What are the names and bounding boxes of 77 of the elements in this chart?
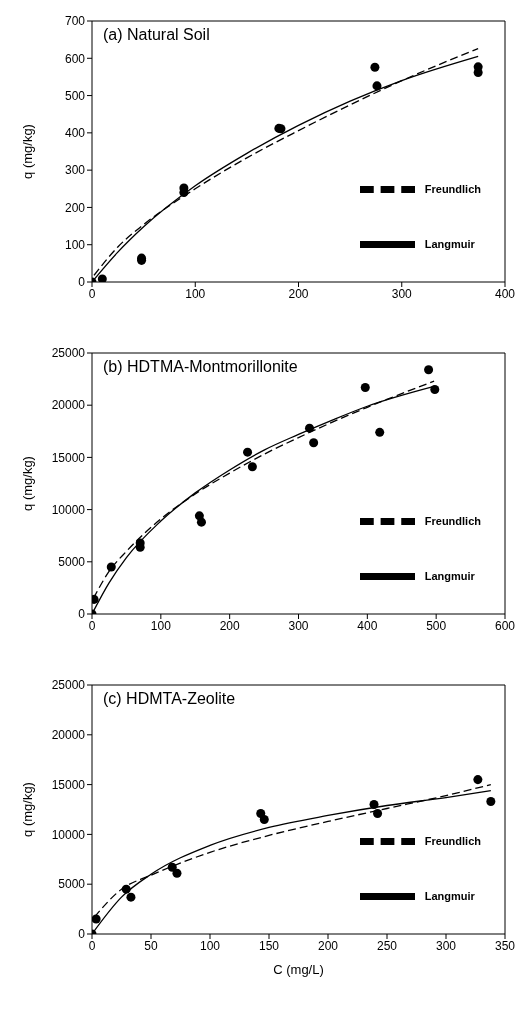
legend-label: Freundlich — [424, 515, 481, 528]
x-tick-label: 300 — [391, 286, 413, 301]
x-tick-label: 0 — [88, 618, 96, 633]
y-tick-label: 10000 — [51, 827, 86, 842]
point — [243, 447, 253, 457]
point — [121, 884, 131, 894]
chart-title: (a) Natural Soil — [103, 26, 210, 44]
point — [473, 775, 483, 785]
x-tick-label: 100 — [199, 938, 221, 953]
point — [247, 462, 257, 472]
x-tick-label: 150 — [258, 938, 280, 953]
y-tick-label: 15000 — [51, 777, 86, 792]
x-tick-label: 0 — [88, 286, 96, 301]
y-tick-label: 700 — [64, 14, 86, 29]
point — [305, 423, 315, 433]
y-tick-label: 0 — [78, 275, 86, 290]
y-tick-label: 25000 — [51, 678, 86, 693]
y-tick-label: 400 — [64, 126, 86, 141]
x-axis-title: C (mg/L) — [273, 962, 324, 977]
point — [106, 562, 116, 572]
x-tick-label: 200 — [317, 938, 339, 953]
x-tick-label: 300 — [288, 618, 309, 633]
point — [97, 274, 107, 282]
y-tick-label: 5000 — [58, 877, 86, 892]
point — [126, 892, 136, 902]
x-tick-label: 500 — [426, 618, 447, 633]
x-tick-label: 350 — [494, 938, 516, 953]
y-tick-label: 10000 — [51, 502, 86, 517]
legend-label: Freundlich — [424, 835, 481, 848]
y-tick-label: 15000 — [51, 450, 86, 465]
x-tick-label: 300 — [435, 938, 457, 953]
y-tick-label: 0 — [78, 607, 86, 622]
x-tick-label: 200 — [219, 618, 240, 633]
point — [430, 385, 440, 395]
point — [486, 797, 496, 807]
y-axis-title: q (mg/kg) — [19, 782, 35, 837]
x-tick-label: 400 — [357, 618, 378, 633]
y-axis-title: q (mg/kg) — [19, 456, 35, 511]
y-tick-label: 200 — [64, 200, 86, 215]
x-tick-label: 200 — [288, 286, 309, 301]
point — [369, 800, 379, 810]
point — [372, 81, 382, 91]
y-tick-label: 20000 — [51, 728, 86, 743]
y-tick-label: 5000 — [58, 555, 86, 570]
x-tick-label: 250 — [376, 938, 398, 953]
x-tick-label: 50 — [144, 938, 158, 953]
point — [373, 808, 383, 818]
x-tick-label: 600 — [494, 618, 516, 633]
y-tick-label: 100 — [64, 237, 86, 252]
x-tick-label: 100 — [185, 286, 206, 301]
point — [370, 62, 380, 72]
y-tick-label: 300 — [64, 163, 86, 178]
chart-title: (c) HDMTA-Zeolite — [103, 690, 236, 708]
point — [179, 188, 189, 198]
point — [309, 438, 319, 448]
legend-label: Freundlich — [424, 183, 481, 196]
legend-label: Langmuir — [424, 890, 475, 903]
y-tick-label: 600 — [64, 51, 86, 66]
y-tick-label: 500 — [64, 88, 86, 103]
x-tick-label: 400 — [494, 286, 516, 301]
point — [259, 814, 269, 824]
legend-label: Langmuir — [424, 238, 475, 251]
point — [172, 868, 182, 878]
point — [375, 427, 385, 437]
y-tick-label: 25000 — [51, 346, 86, 361]
y-tick-label: 0 — [78, 927, 86, 942]
y-axis-title: q (mg/kg) — [19, 124, 35, 179]
point — [92, 914, 101, 924]
point — [167, 862, 177, 872]
chart-title: (b) HDTMA-Montmorillonite — [103, 358, 298, 376]
point — [424, 365, 434, 375]
point — [360, 382, 370, 392]
legend-label: Langmuir — [424, 570, 475, 583]
point — [196, 517, 206, 527]
x-tick-label: 0 — [88, 938, 96, 953]
y-tick-label: 20000 — [51, 398, 86, 413]
x-tick-label: 100 — [150, 618, 172, 633]
